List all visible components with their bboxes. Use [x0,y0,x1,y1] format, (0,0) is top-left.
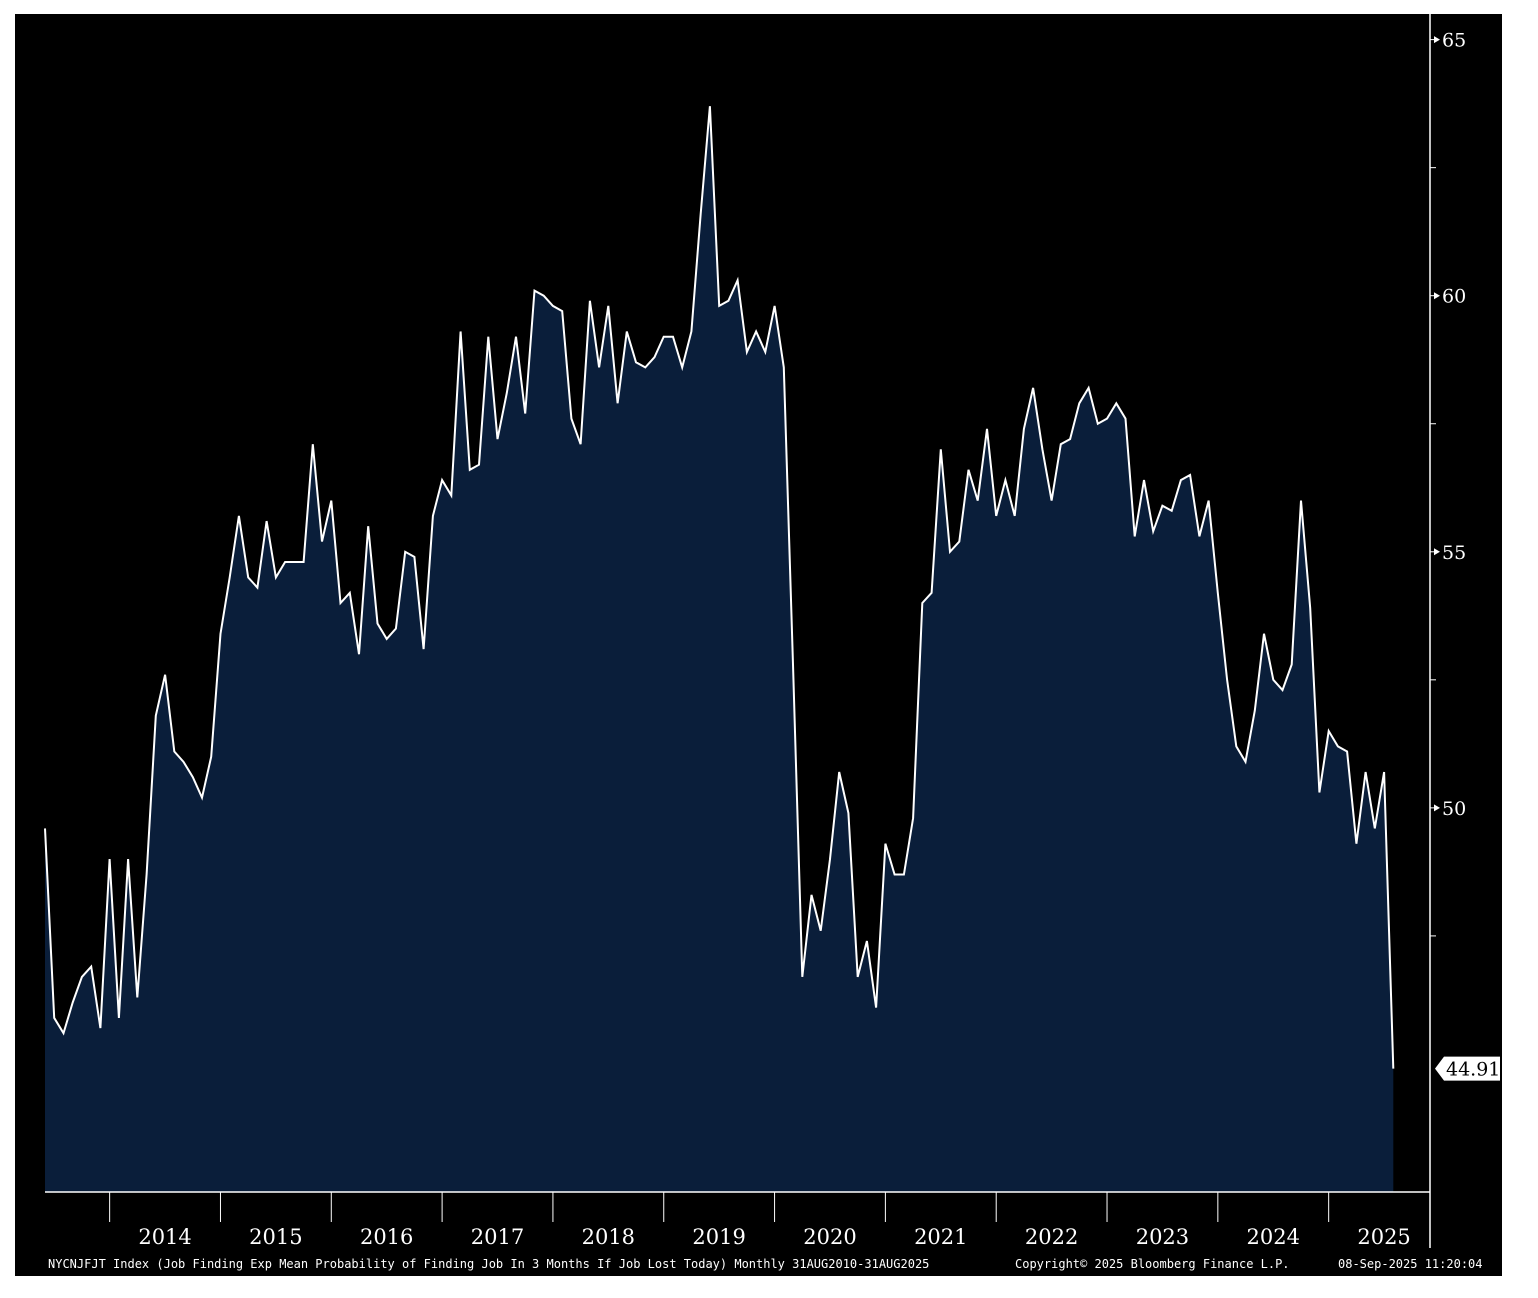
footer-description: NYCNJFJT Index (Job Finding Exp Mean Pro… [48,1257,929,1271]
footer-copyright: Copyright© 2025 Bloomberg Finance L.P. [1015,1257,1290,1271]
x-tick-label: 2022 [1025,1225,1078,1249]
footer-timestamp: 08-Sep-2025 11:20:04 [1338,1257,1483,1271]
last-value-label: 44.91 [1446,1059,1500,1081]
x-tick-label: 2018 [582,1225,635,1249]
x-axis: 2014 2015 2016 2017 2018 2019 2020 2021 2022 2023… [45,1191,1430,1249]
x-tick-label: 2023 [1136,1225,1189,1249]
series-line [44,106,1395,1069]
x-tick-label: 2024 [1247,1225,1300,1249]
series-area [45,106,1394,1193]
y-tick-label: 60 [1442,286,1466,308]
x-tick-label: 2015 [249,1225,302,1249]
y-tick-label: 55 [1442,542,1466,564]
x-tick-label: 2016 [360,1225,413,1249]
y-tick-arrow [1434,292,1440,300]
x-tick-label: 2019 [692,1225,745,1249]
y-tick-arrow [1434,548,1440,556]
y-axis: 50 55 60 65 44.91 [1429,14,1500,1248]
y-tick-arrow [1434,804,1440,812]
x-tick-label: 2020 [803,1225,856,1249]
plot-area [44,14,1430,1193]
footer: NYCNJFJT Index (Job Finding Exp Mean Pro… [48,1257,1483,1271]
x-axis-band [45,1192,1430,1248]
x-tick-label: 2017 [471,1225,524,1249]
last-value-badge: 44.91 [1435,1056,1500,1081]
x-tick-label: 2021 [914,1225,967,1249]
y-tick-label: 65 [1442,30,1466,52]
x-tick-label: 2014 [138,1225,191,1249]
x-tick-label: 2025 [1357,1225,1410,1249]
last-value-badge-bg [1435,1056,1500,1081]
y-tick-arrow [1434,36,1440,44]
y-tick-label: 50 [1442,798,1466,820]
